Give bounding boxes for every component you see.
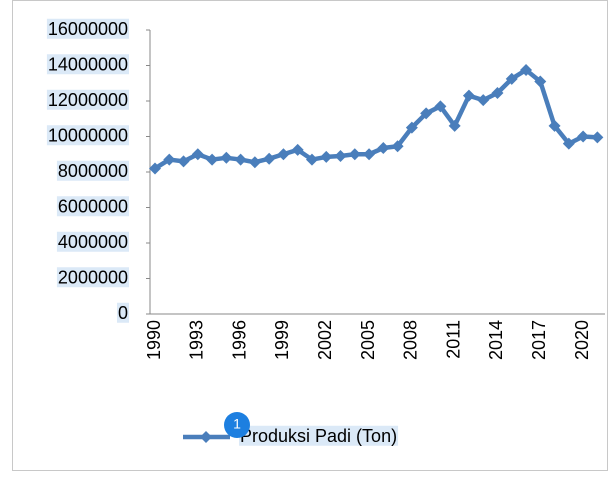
badge-label: 1 xyxy=(233,416,241,432)
badge xyxy=(224,412,250,438)
y-tick-label: 0 xyxy=(118,303,128,323)
data-point xyxy=(163,153,176,166)
data-point xyxy=(562,137,575,150)
y-tick-label: 2000000 xyxy=(58,267,128,287)
label-highlight xyxy=(46,125,129,146)
x-tick-label: 1993 xyxy=(187,320,207,360)
y-tick-label: 16000000 xyxy=(48,19,128,39)
x-tick-label: 1990 xyxy=(144,320,164,360)
x-tick-label: 2020 xyxy=(572,320,592,360)
data-point xyxy=(505,72,518,85)
label-highlight xyxy=(46,89,129,110)
data-point xyxy=(448,119,461,132)
data-point xyxy=(405,121,418,134)
legend-marker xyxy=(200,431,212,443)
label-highlight xyxy=(239,425,399,446)
label-highlight xyxy=(46,54,129,75)
data-point xyxy=(348,148,361,161)
y-tick-label: 14000000 xyxy=(48,54,128,74)
data-point xyxy=(534,75,547,88)
data-point xyxy=(548,119,561,132)
data-point xyxy=(520,63,533,76)
label-highlight xyxy=(56,231,129,252)
data-point xyxy=(248,156,261,169)
label-highlight xyxy=(116,302,129,323)
y-tick-label: 4000000 xyxy=(58,232,128,252)
data-point xyxy=(434,100,447,113)
x-tick-label: 2014 xyxy=(486,320,506,360)
data-point xyxy=(149,162,161,175)
data-point xyxy=(263,152,276,165)
y-tick-label: 8000000 xyxy=(58,161,128,181)
data-point xyxy=(320,150,333,163)
data-point xyxy=(391,140,404,153)
data-point xyxy=(334,150,347,163)
data-point xyxy=(220,151,233,164)
data-point xyxy=(420,107,433,120)
label-highlight xyxy=(56,267,129,288)
data-point xyxy=(206,153,219,166)
x-tick-label: 2002 xyxy=(315,320,335,360)
y-tick-label: 10000000 xyxy=(48,125,128,145)
x-tick-label: 2008 xyxy=(401,320,421,360)
x-tick-label: 2005 xyxy=(358,320,378,360)
legend-label: Produksi Padi (Ton) xyxy=(240,426,397,446)
data-point xyxy=(462,89,475,102)
data-point xyxy=(234,153,247,166)
label-highlight xyxy=(46,18,129,39)
data-point xyxy=(305,153,318,166)
data-point xyxy=(291,143,304,156)
data-point xyxy=(177,155,190,168)
data-point xyxy=(277,148,290,161)
x-tick-label: 2017 xyxy=(529,320,549,360)
data-point xyxy=(363,148,376,161)
label-highlight xyxy=(56,160,129,181)
data-point xyxy=(491,87,504,100)
label-highlight xyxy=(56,196,129,217)
data-point xyxy=(577,130,590,143)
y-tick-label: 12000000 xyxy=(48,90,128,110)
y-tick-label: 6000000 xyxy=(58,196,128,216)
data-point xyxy=(191,148,204,161)
x-tick-label: 1999 xyxy=(272,320,292,360)
data-point xyxy=(591,131,604,144)
data-point xyxy=(377,142,390,155)
x-tick-label: 1996 xyxy=(229,320,249,360)
x-tick-label: 2011 xyxy=(443,320,463,359)
data-point xyxy=(477,94,490,107)
